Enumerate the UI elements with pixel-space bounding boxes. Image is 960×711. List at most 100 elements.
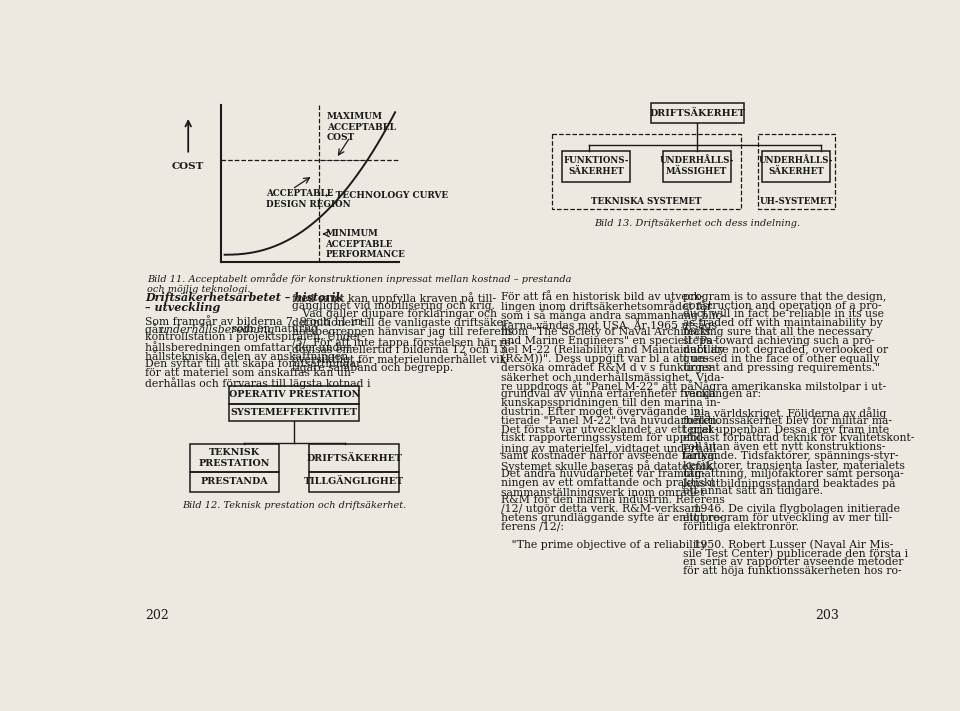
Text: nel M-22 (Reliability and Maintainability: nel M-22 (Reliability and Maintainabilit… xyxy=(501,345,725,356)
Text: säkerhet och underhållsmässighet. Vida-: säkerhet och underhållsmässighet. Vida- xyxy=(501,371,725,383)
Text: Bild 11. Acceptabelt område för konstruktionen inpressat mellan kostnad – presta: Bild 11. Acceptabelt område för konstruk… xyxy=(147,273,571,294)
Text: som en naturlig: som en naturlig xyxy=(228,324,319,333)
Text: UH-SYSTEMET: UH-SYSTEMET xyxy=(759,197,833,206)
Text: funktionssäkerhet blev för militär ma-: funktionssäkerhet blev för militär ma- xyxy=(683,416,892,426)
Text: kontrollstation i projektspiralen. Under-: kontrollstation i projektspiralen. Under… xyxy=(145,333,365,343)
Text: hetsbegreppen hänvisar jag till referens: hetsbegreppen hänvisar jag till referens xyxy=(292,327,514,337)
Text: Systemet skulle baseras på datateknik.: Systemet skulle baseras på datateknik. xyxy=(501,460,715,472)
Text: ferens /12/:: ferens /12/: xyxy=(501,522,564,532)
Text: För att få en historisk bild av utveck-: För att få en historisk bild av utveck- xyxy=(501,292,704,301)
Text: för att materiel som anskaffas kan un-: för att materiel som anskaffas kan un- xyxy=(145,368,354,378)
Text: 2:a världskriget. Följderna av dålig: 2:a världskriget. Följderna av dålig xyxy=(683,407,886,419)
Bar xyxy=(190,444,279,472)
Text: duct will in fact be reliable in its use: duct will in fact be reliable in its use xyxy=(683,309,883,319)
Text: lingen inom driftsäkerhetsområdet får: lingen inom driftsäkerhetsområdet får xyxy=(501,301,712,312)
Text: ← TECHNOLOGY CURVE: ← TECHNOLOGY CURVE xyxy=(325,191,448,200)
Text: fred samt kan uppfylla kraven på till-: fred samt kan uppfylla kraven på till- xyxy=(292,292,496,304)
Text: DRIFTSÄKERHET: DRIFTSÄKERHET xyxy=(306,454,402,463)
Text: /12/ utgör detta verk. R&M-verksam-: /12/ utgör detta verk. R&M-verksam- xyxy=(501,504,705,514)
Text: FUNKTIONS-
SÄKERHET: FUNKTIONS- SÄKERHET xyxy=(564,156,629,176)
Text: Bild 12. Teknisk prestation och driftsäkerhet.: Bild 12. Teknisk prestation och driftsäk… xyxy=(182,501,406,510)
Text: (R&M))". Dess uppgift var bl a att un-: (R&M))". Dess uppgift var bl a att un- xyxy=(501,353,709,364)
Text: as traded off with maintainability by: as traded off with maintainability by xyxy=(683,319,882,328)
Text: gänglighet vid mobilisering och krig.: gänglighet vid mobilisering och krig. xyxy=(292,301,495,311)
Text: roll utan även ett nytt konstruktions-: roll utan även ett nytt konstruktions- xyxy=(683,442,885,452)
Text: MINIMUM
ACCEPTABLE
PERFORMANCE: MINIMUM ACCEPTABLE PERFORMANCE xyxy=(325,230,405,259)
Text: Bild 13. Driftsäkerhet och dess indelning.: Bild 13. Driftsäkerhet och dess indelnin… xyxy=(594,219,801,228)
Bar xyxy=(562,151,630,181)
Text: kefaktorer, transienta laster, materialets: kefaktorer, transienta laster, materiale… xyxy=(683,460,904,470)
Text: construction and operation of a pro-: construction and operation of a pro- xyxy=(683,301,881,311)
Text: översiktligt för materielunderhållet vik-: översiktligt för materielunderhållet vik… xyxy=(292,353,510,365)
Text: tierade "Panel M-22" två huvudarbeten.: tierade "Panel M-22" två huvudarbeten. xyxy=(501,416,720,426)
Text: Den syftar till att skapa förutsättningar: Den syftar till att skapa förutsättninga… xyxy=(145,359,361,369)
Bar xyxy=(190,472,279,492)
Text: Som framgår av bilderna 7, 9 och 11 in-: Som framgår av bilderna 7, 9 och 11 in- xyxy=(145,315,365,326)
Text: som i så många andra sammanhang blic-: som i så många andra sammanhang blic- xyxy=(501,309,726,321)
Text: vecklingen är:: vecklingen är: xyxy=(683,389,760,399)
Text: sile Test Center) publicerade den första i: sile Test Center) publicerade den första… xyxy=(683,548,908,559)
Text: hållsberedningen omfattar den under-: hållsberedningen omfattar den under- xyxy=(145,341,354,353)
Text: tänkande. Tidsfaktorer, spännings-styr-: tänkande. Tidsfaktorer, spännings-styr- xyxy=(683,451,899,461)
Text: UNDERHÅLLS-
MÄSSIGHET: UNDERHÅLLS- MÄSSIGHET xyxy=(660,156,733,176)
Text: en serie av rapporter avseende metoder: en serie av rapporter avseende metoder xyxy=(683,557,903,567)
Text: duct are not degraded, overlooked or: duct are not degraded, overlooked or xyxy=(683,345,888,355)
Text: dustrin. Efter moget övervägande ini-: dustrin. Efter moget övervägande ini- xyxy=(501,407,708,417)
Text: tigare samband och begrepp.: tigare samband och begrepp. xyxy=(292,363,453,373)
Text: making sure that all the necessary: making sure that all the necessary xyxy=(683,327,873,337)
Text: guessed in the face of other equally: guessed in the face of other equally xyxy=(683,353,879,363)
Text: SYSTEMEFFEKTIVITET: SYSTEMEFFEKTIVITET xyxy=(230,408,358,417)
Text: 1950. Robert Lusser (Naval Air Mis-: 1950. Robert Lusser (Naval Air Mis- xyxy=(683,540,893,550)
Text: lens utbildningsstandard beaktades på: lens utbildningsstandard beaktades på xyxy=(683,478,895,489)
Text: sammanställningsverk inom området: sammanställningsverk inom området xyxy=(501,486,705,498)
Text: Vad gäller djupare förklaringar och: Vad gäller djupare förklaringar och xyxy=(292,309,497,319)
Text: TILLGÄNGLIGHET: TILLGÄNGLIGHET xyxy=(304,477,404,486)
Text: DRIFTSÄKERHET: DRIFTSÄKERHET xyxy=(649,109,745,117)
Bar xyxy=(651,103,744,123)
Bar xyxy=(229,404,359,421)
Text: derhållas och förvaras till lägsta kotnad i: derhållas och förvaras till lägsta kotna… xyxy=(145,377,371,389)
Text: program is to assure that the design,: program is to assure that the design, xyxy=(683,292,886,301)
Text: Det första var utvecklandet av ett prak-: Det första var utvecklandet av ett prak- xyxy=(501,424,718,434)
Bar xyxy=(662,151,731,181)
Bar xyxy=(552,134,741,209)
Text: grundval av vunna erfarenheter främja: grundval av vunna erfarenheter främja xyxy=(501,389,716,399)
Text: R&M för den marina industrin. Referens: R&M för den marina industrin. Referens xyxy=(501,496,725,506)
Text: UNDERHÅLLS-
SÄKERHET: UNDERHÅLLS- SÄKERHET xyxy=(758,156,833,176)
Text: 202: 202 xyxy=(145,609,169,622)
Bar xyxy=(309,444,398,472)
Text: TEKNISKA SYSTEMET: TEKNISKA SYSTEMET xyxy=(591,197,702,206)
Text: går: går xyxy=(145,324,167,336)
Text: förlitliga elektronrör.: förlitliga elektronrör. xyxy=(683,522,799,532)
Text: teriel uppenbar. Dessa drev fram inte: teriel uppenbar. Dessa drev fram inte xyxy=(683,424,889,434)
Text: /5/. För att inte tappa förståelsen här re-: /5/. För att inte tappa förståelsen här … xyxy=(292,336,515,348)
Text: hetens grundläggande syfte är enligt re-: hetens grundläggande syfte är enligt re- xyxy=(501,513,723,523)
Text: PRESTANDA: PRESTANDA xyxy=(201,477,269,486)
Text: TEKNISK
PRESTATION: TEKNISK PRESTATION xyxy=(199,449,271,468)
Text: "The prime objective of a reliability: "The prime objective of a reliability xyxy=(501,540,707,550)
Text: dovisas emellertid i bilderna 12 och 13: dovisas emellertid i bilderna 12 och 13 xyxy=(292,345,507,355)
Text: ningen av ett omfattande och praktiskt: ningen av ett omfattande och praktiskt xyxy=(501,478,715,488)
Bar xyxy=(229,385,359,404)
Text: Några amerikanska milstolpar i ut-: Några amerikanska milstolpar i ut- xyxy=(683,380,886,392)
Text: ACCEPTABLE
DESIGN REGION: ACCEPTABLE DESIGN REGION xyxy=(266,189,350,208)
Text: COST: COST xyxy=(172,162,204,171)
Text: kunskapsspridningen till den marina in-: kunskapsspridningen till den marina in- xyxy=(501,398,721,408)
Text: underhållsberedning: underhållsberedning xyxy=(158,324,274,336)
Text: ett program för utveckling av mer till-: ett program för utveckling av mer till- xyxy=(683,513,892,523)
Text: Det andra huvudarbetet var framtag-: Det andra huvudarbetet var framtag- xyxy=(501,469,706,479)
Text: 1946. De civila flygbolagen initierade: 1946. De civila flygbolagen initierade xyxy=(683,504,900,514)
Text: jning av materielfel, vidtaget underhåll: jning av materielfel, vidtaget underhåll xyxy=(501,442,716,454)
Text: Driftsäkerhetsarbetet – historik: Driftsäkerhetsarbetet – historik xyxy=(145,292,343,303)
Text: and Marine Engineers" en speciell "Pa-: and Marine Engineers" en speciell "Pa- xyxy=(501,336,717,346)
Text: urgent and pressing requirements.": urgent and pressing requirements." xyxy=(683,363,879,373)
Text: MAXIMUM
ACCEPTABEL
COST: MAXIMUM ACCEPTABEL COST xyxy=(327,112,396,142)
Text: OPERATIV PRESTATION: OPERATIV PRESTATION xyxy=(228,390,360,400)
Text: dersöka området R&M d v s funktions-: dersöka området R&M d v s funktions- xyxy=(501,363,714,373)
Text: ett annat sätt än tidigare.: ett annat sätt än tidigare. xyxy=(683,486,823,496)
Bar xyxy=(757,134,835,209)
Text: karna vändas mot USA. År 1965 utsågs: karna vändas mot USA. År 1965 utsågs xyxy=(501,319,717,331)
Text: endast förbättrad teknik för kvalitetskont-: endast förbättrad teknik för kvalitetsko… xyxy=(683,434,914,444)
Text: 203: 203 xyxy=(815,609,839,622)
Text: samt kostnader härför avseende fartyg.: samt kostnader härför avseende fartyg. xyxy=(501,451,718,461)
